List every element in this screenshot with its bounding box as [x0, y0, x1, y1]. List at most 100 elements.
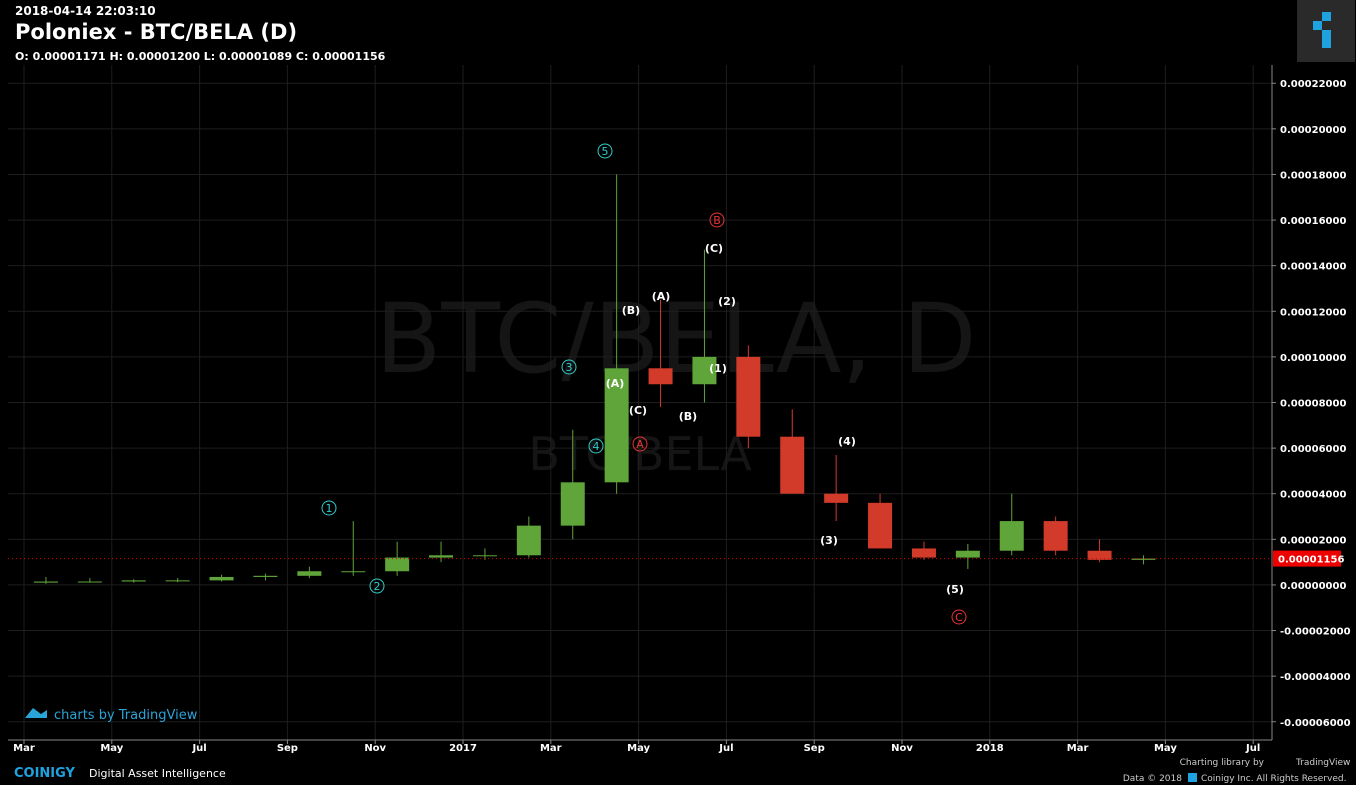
x-tick-label: 2017	[449, 743, 477, 754]
candle-body	[824, 493, 849, 503]
y-tick-label: 0.00022000	[1280, 79, 1346, 90]
charting-credit: Charting library by	[1180, 758, 1265, 768]
x-tick-label: 2018	[976, 743, 1004, 754]
candle-body	[955, 550, 980, 558]
candle-body	[121, 580, 146, 582]
watermark: BTC/BELA, D	[375, 283, 976, 395]
candle-body	[1087, 550, 1112, 560]
wave-label: (1)	[709, 362, 727, 375]
candle-body	[165, 580, 190, 582]
title: Poloniex - BTC/BELA (D)	[15, 20, 297, 44]
wave-label: 1	[326, 502, 333, 515]
wave-label: (4)	[838, 435, 856, 448]
y-tick-label: 0.00004000	[1280, 490, 1346, 501]
y-tick-label: 0.00000000	[1280, 581, 1346, 592]
candle-body	[868, 502, 893, 549]
timestamp: 2018-04-14 22:03:10	[15, 4, 156, 18]
candle-body	[999, 521, 1024, 551]
candle-body	[341, 571, 366, 573]
candle-body	[253, 575, 278, 577]
candle-body	[604, 368, 629, 483]
wave-label: 2	[374, 580, 381, 593]
wave-label: A	[636, 438, 644, 451]
candle-body	[1131, 558, 1156, 560]
candle-body	[297, 571, 322, 576]
y-tick-label: 0.00020000	[1280, 125, 1346, 136]
y-tick-label: 0.00008000	[1280, 399, 1346, 410]
x-tick-label: Nov	[364, 743, 386, 754]
wave-circle	[588, 438, 604, 454]
wave-label: (5)	[946, 583, 964, 596]
tv-credit-2: TradingView	[1295, 758, 1350, 768]
candle-body	[648, 368, 673, 385]
last-price-box	[1273, 550, 1341, 567]
candle-body	[472, 555, 497, 557]
tv-credit: charts by TradingView	[54, 708, 198, 723]
y-tick-label: -0.00002000	[1280, 627, 1351, 638]
candle-body	[911, 548, 936, 558]
x-tick-label: May	[627, 743, 650, 754]
candle-body	[692, 356, 717, 385]
wave-label: 3	[566, 361, 573, 374]
ohlc: O: 0.00001171 H: 0.00001200 L: 0.0000108…	[15, 50, 386, 63]
brand: COINIGY	[14, 766, 76, 781]
logo	[1313, 12, 1331, 48]
candle-body	[33, 581, 58, 583]
x-tick-label: Sep	[277, 743, 298, 754]
watermark-sub: BTC/BELA	[528, 427, 752, 481]
wave-label: (2)	[718, 295, 736, 308]
coinigy-icon	[1188, 773, 1197, 782]
wave-label: (B)	[622, 304, 640, 317]
wave-label: C	[955, 611, 963, 624]
y-tick-label: 0.00006000	[1280, 444, 1346, 455]
x-tick-label: May	[100, 743, 123, 754]
x-tick-label: Jul	[191, 743, 206, 754]
candle-body	[77, 581, 102, 583]
wave-circle	[321, 500, 337, 516]
candle-body	[780, 436, 805, 494]
wave-label: 4	[593, 440, 600, 453]
x-tick-label: Jul	[1245, 743, 1260, 754]
x-tick-label: Mar	[13, 743, 35, 754]
wave-label: (C)	[705, 242, 723, 255]
candle-body	[736, 356, 761, 437]
candle-body	[516, 525, 541, 556]
y-tick-label: 0.00010000	[1280, 353, 1346, 364]
candle-body	[385, 557, 410, 572]
y-tick-label: 0.00014000	[1280, 262, 1346, 273]
y-tick-label: 0.00018000	[1280, 170, 1346, 181]
x-tick-label: Nov	[891, 743, 913, 754]
y-tick-label: -0.00004000	[1280, 672, 1351, 683]
wave-label: (C)	[629, 404, 647, 417]
wave-label: (3)	[820, 534, 838, 547]
candle-body	[429, 555, 454, 558]
x-tick-label: Mar	[540, 743, 562, 754]
candle-body	[209, 576, 234, 581]
copyright: Data © 2018	[1123, 774, 1182, 784]
wave-circle	[369, 578, 385, 594]
wave-label: (B)	[679, 410, 697, 423]
last-price-label: 0.00001156	[1278, 555, 1344, 566]
y-tick-label: -0.00006000	[1280, 718, 1351, 729]
wave-label: (A)	[652, 290, 671, 303]
x-tick-label: Jul	[718, 743, 733, 754]
wave-label: B	[713, 214, 721, 227]
wave-circle	[632, 436, 648, 452]
wave-label: 5	[602, 145, 609, 158]
x-tick-label: May	[1154, 743, 1177, 754]
wave-circle	[561, 359, 577, 375]
tv-icon	[25, 708, 47, 718]
candle-body	[1043, 521, 1068, 551]
wave-label: (A)	[606, 377, 625, 390]
wave-circle	[709, 212, 725, 228]
y-tick-label: 0.00016000	[1280, 216, 1346, 227]
x-tick-label: Sep	[804, 743, 825, 754]
y-tick-label: 0.00002000	[1280, 535, 1346, 546]
wave-circle	[597, 143, 613, 159]
candle-body	[560, 482, 585, 526]
tagline: Digital Asset Intelligence	[89, 767, 226, 780]
copyright-2: Coinigy Inc. All Rights Reserved.	[1201, 774, 1346, 784]
y-tick-label: 0.00012000	[1280, 307, 1346, 318]
